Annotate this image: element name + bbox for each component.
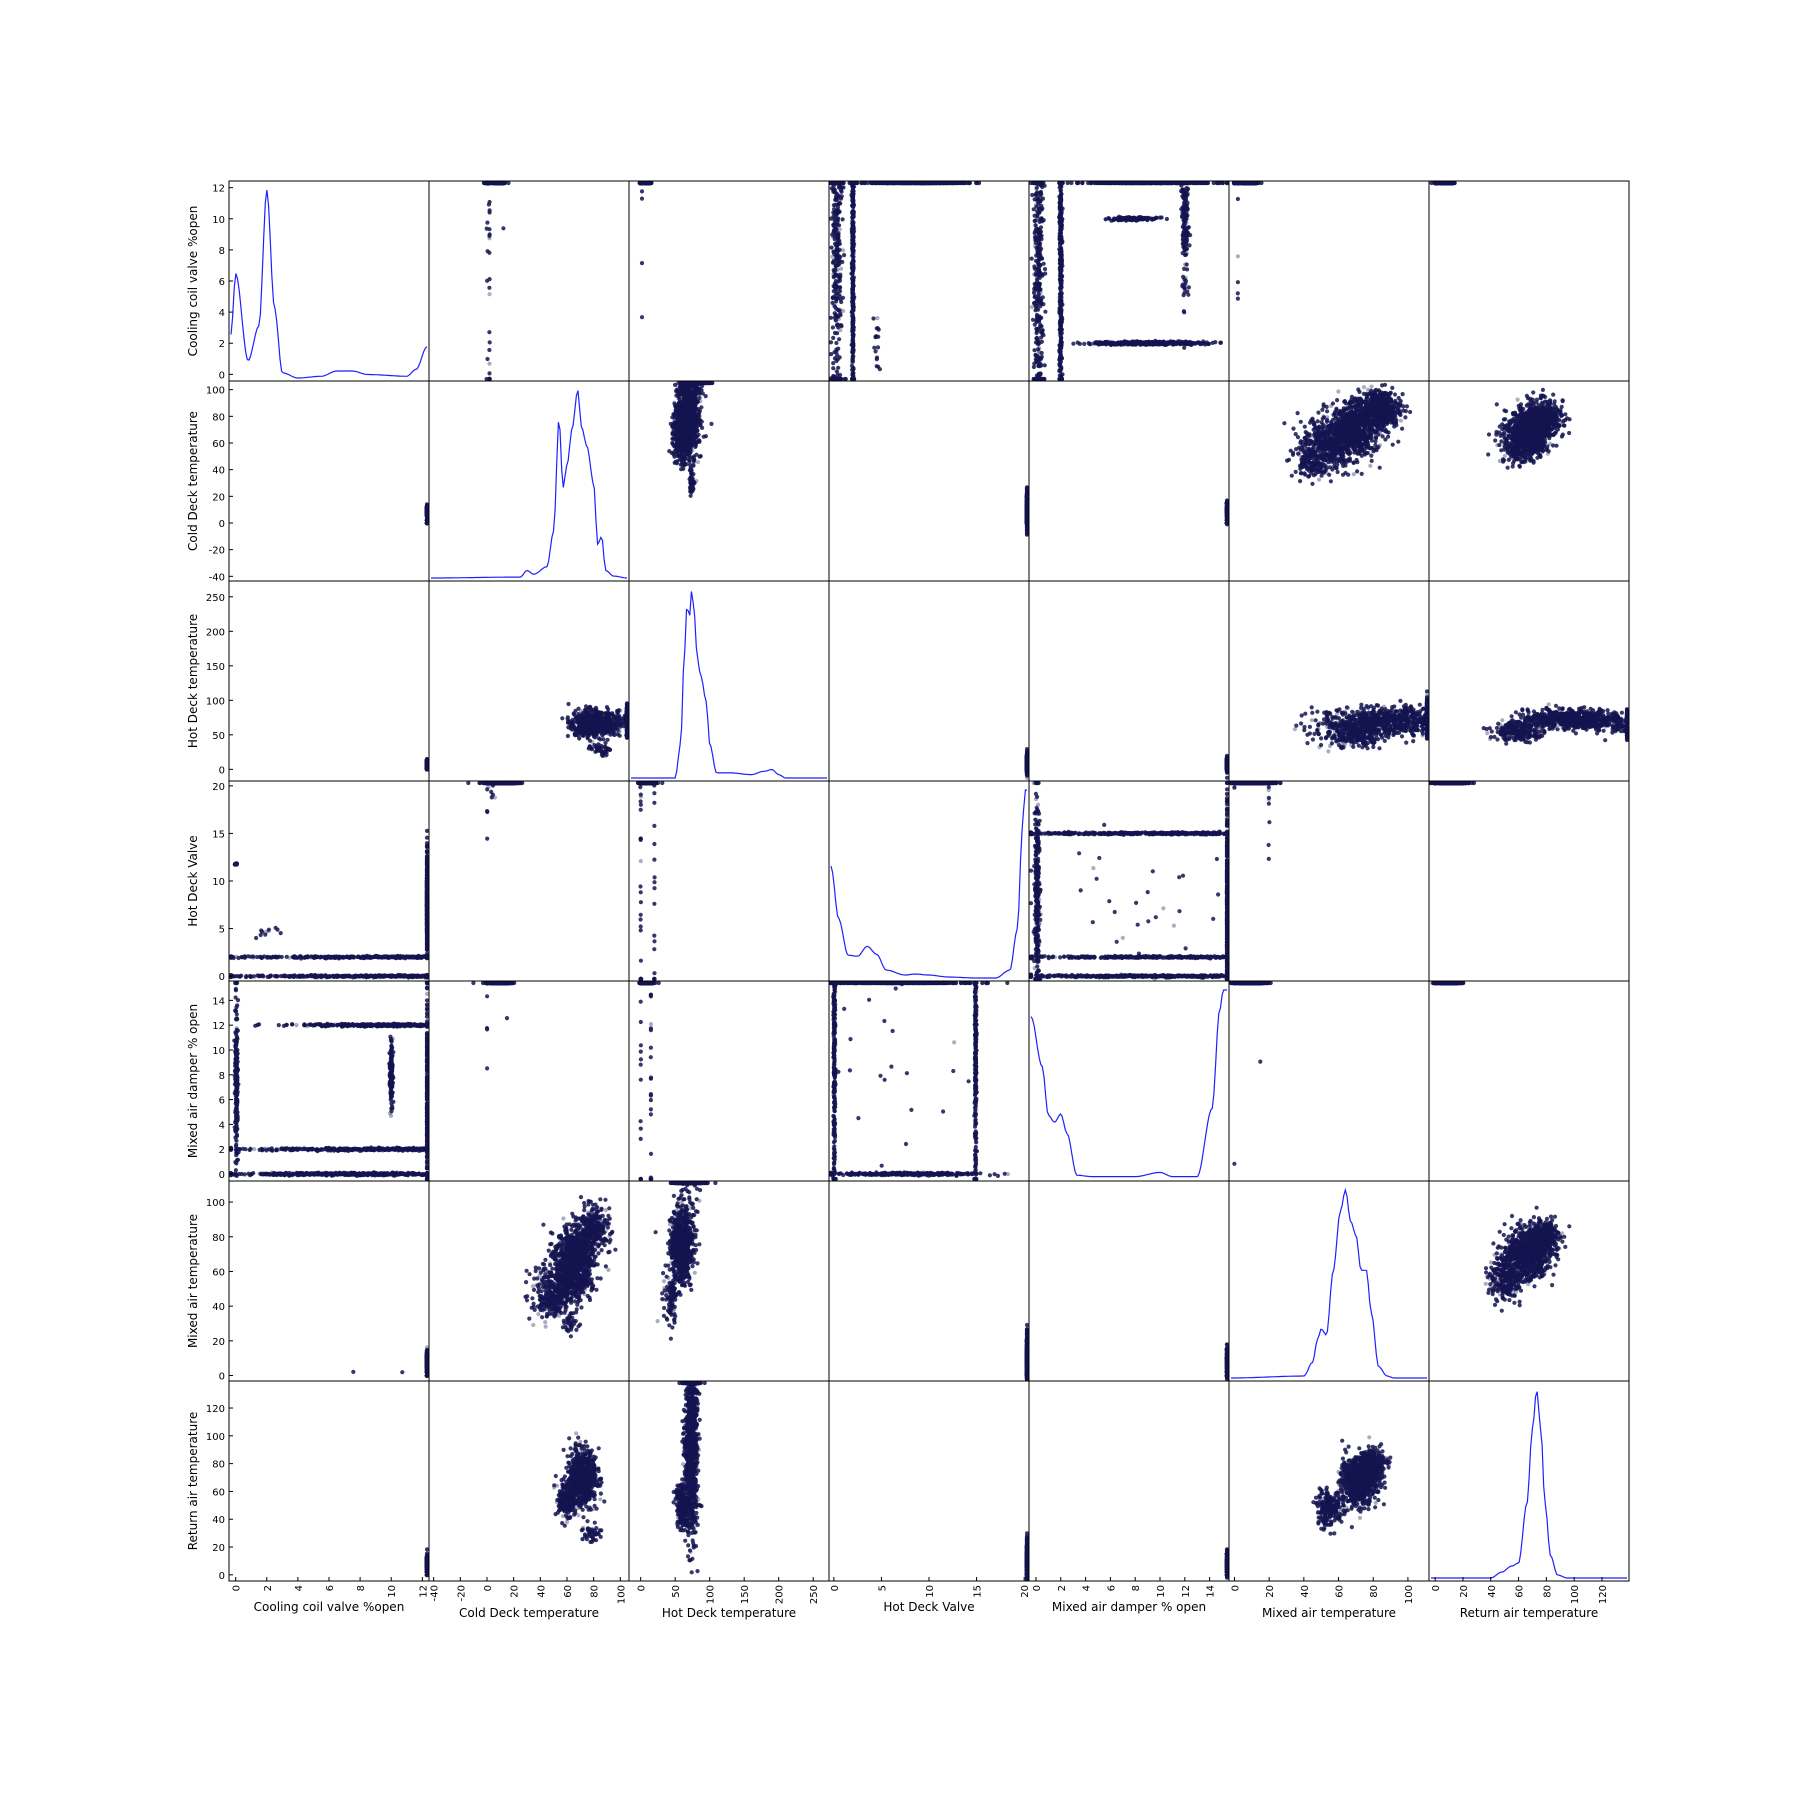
scatter-points bbox=[229, 181, 1629, 1581]
panel-0-1 bbox=[482, 181, 511, 381]
scatter-point bbox=[485, 221, 489, 225]
panel-0-0 bbox=[231, 190, 427, 378]
kde-line-0 bbox=[231, 190, 427, 378]
